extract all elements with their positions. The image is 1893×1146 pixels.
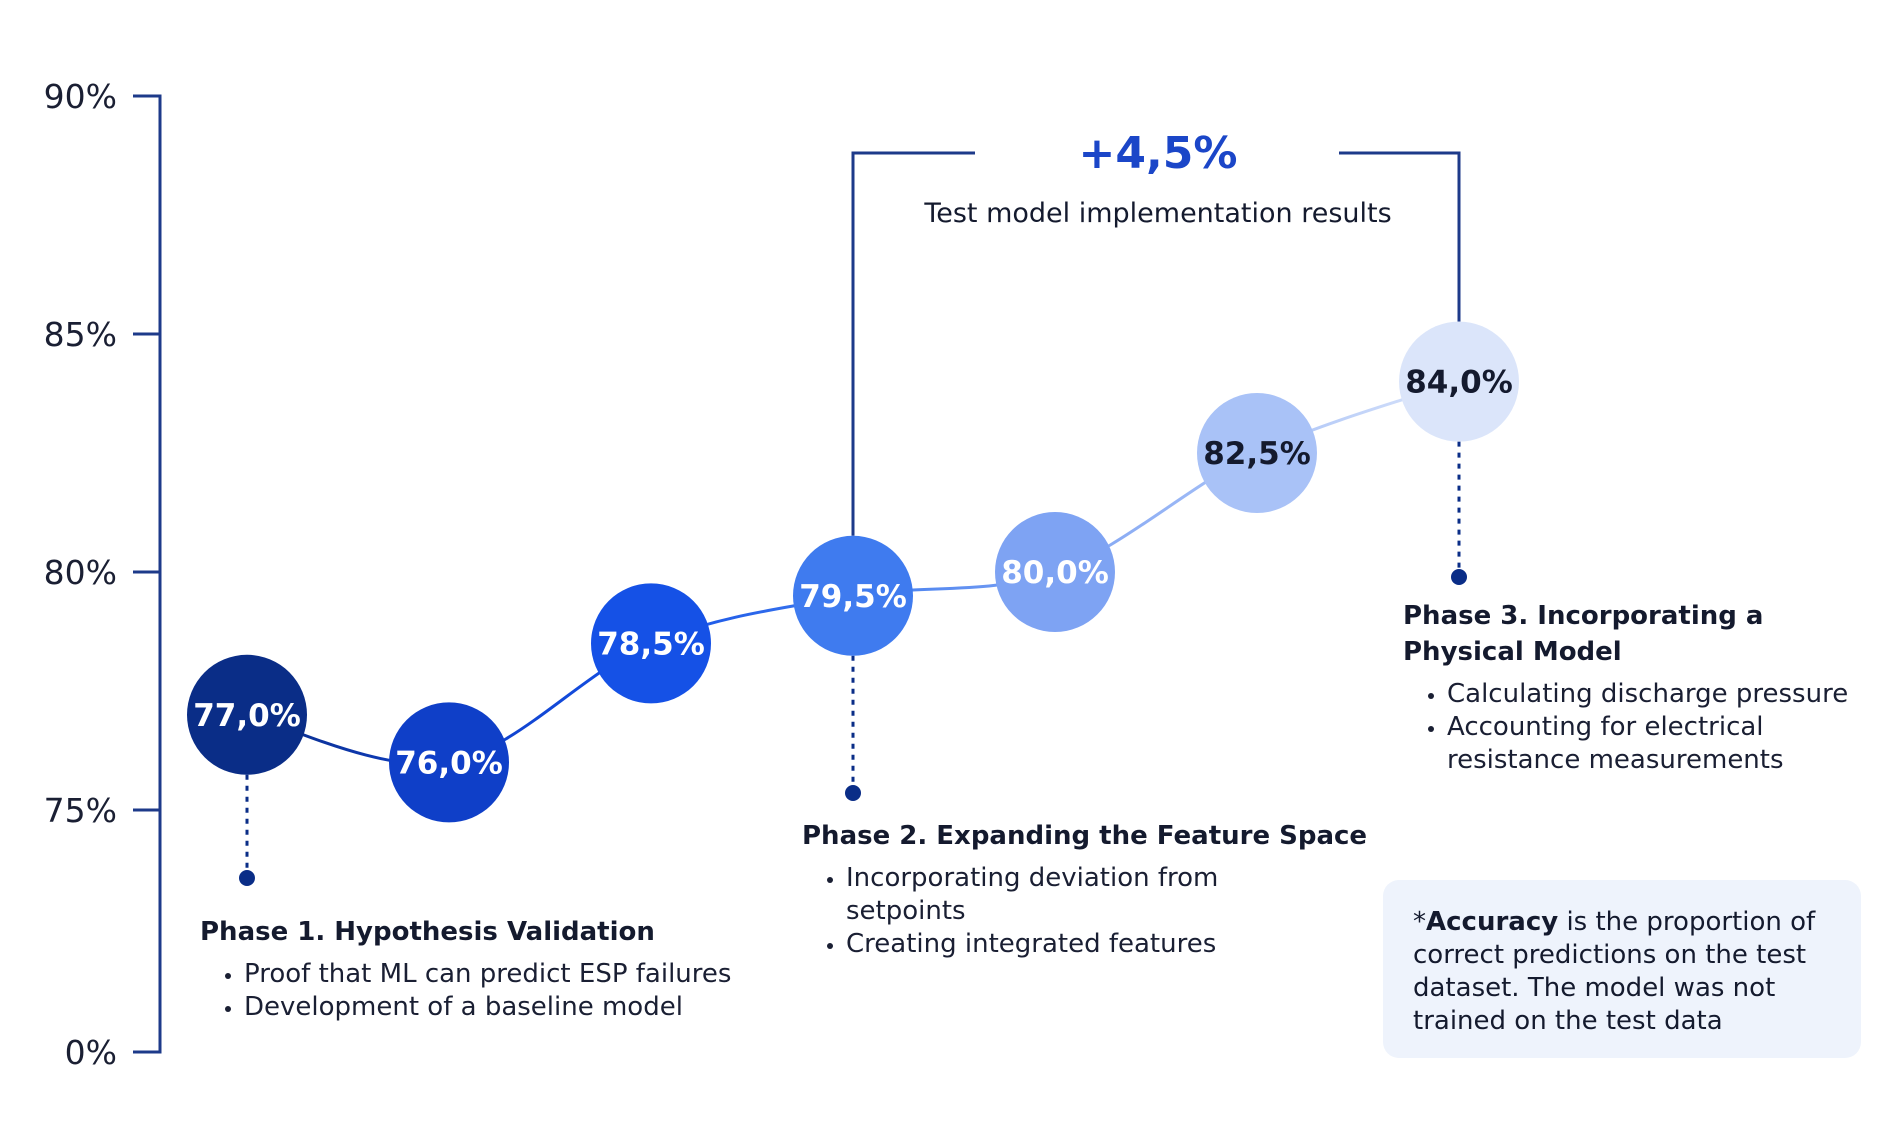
phase-2-block: Phase 2. Expanding the Feature Space Inc…	[802, 818, 1368, 961]
phase-3-block: Phase 3. Incorporating a Physical Model …	[1403, 598, 1873, 777]
data-point-label: 77,0%	[193, 698, 301, 734]
phase-1-item-1: Proof that ML can predict ESP failures	[244, 958, 800, 991]
phase-marker-dot	[239, 870, 255, 886]
delta-annotation: +4,5% Test model implementation results	[923, 128, 1391, 229]
y-tick-label: 85%	[44, 315, 117, 354]
delta-value: +4,5%	[1079, 128, 1238, 179]
y-tick-label: 0%	[65, 1033, 117, 1072]
phase-1-item-2: Development of a baseline model	[244, 991, 800, 1024]
phase-3-title: Phase 3. Incorporating a Physical Model	[1403, 601, 1764, 667]
data-point-bubble	[995, 512, 1115, 632]
y-tick-label: 80%	[44, 553, 117, 592]
phase-2-item-2: Creating integrated features	[846, 928, 1246, 961]
phase-marker-dot	[1451, 569, 1467, 585]
data-point-label: 82,5%	[1203, 436, 1311, 472]
data-point-label: 84,0%	[1405, 365, 1513, 401]
phase-1-title: Phase 1. Hypothesis Validation	[200, 917, 655, 947]
bracket-right	[1339, 151, 1461, 322]
phase-2-title: Phase 2. Expanding the Feature Space	[802, 821, 1368, 851]
data-point-label: 80,0%	[1001, 555, 1109, 591]
data-point-bubble	[389, 702, 509, 823]
phase-2-list: Incorporating deviation from setpoints C…	[802, 862, 1246, 961]
data-point-label: 79,5%	[799, 579, 907, 615]
data-point-label: 78,5%	[597, 626, 705, 662]
data-points: 77,0% 76,0% 78,5% 79,5% 80,0% 82,5% 84,0%	[187, 321, 1519, 823]
phase-3-item-1: Calculating discharge pressure	[1447, 678, 1873, 711]
note-text: is the proportion of correct predictions…	[1413, 907, 1816, 1036]
phase-1-block: Phase 1. Hypothesis Validation Proof tha…	[200, 914, 800, 1024]
phase-3-list: Calculating discharge pressure Accountin…	[1403, 678, 1873, 777]
accuracy-note: *Accuracy is the proportion of correct p…	[1383, 880, 1861, 1058]
y-tick-label: 90%	[44, 77, 117, 116]
data-point-bubble	[793, 535, 913, 656]
note-prefix: *	[1413, 907, 1426, 937]
data-point-bubble	[1197, 393, 1317, 513]
bracket-left	[851, 151, 975, 536]
phase-2-item-1: Incorporating deviation from setpoints	[846, 862, 1246, 928]
delta-caption: Test model implementation results	[923, 198, 1391, 229]
phase-3-item-2: Accounting for electrical resistance mea…	[1447, 711, 1873, 777]
phase-marker-dot	[845, 785, 861, 801]
note-term: Accuracy	[1426, 907, 1559, 937]
phase-1-list: Proof that ML can predict ESP failures D…	[200, 958, 800, 1024]
data-point-label: 76,0%	[395, 745, 503, 781]
connector-lines	[239, 151, 1467, 886]
data-point-bubble	[591, 583, 711, 704]
y-axis: 90% 85% 80% 75% 0%	[44, 77, 162, 1072]
data-point-bubble	[187, 654, 307, 775]
y-tick-label: 75%	[44, 791, 117, 830]
data-point-bubble	[1399, 321, 1519, 442]
